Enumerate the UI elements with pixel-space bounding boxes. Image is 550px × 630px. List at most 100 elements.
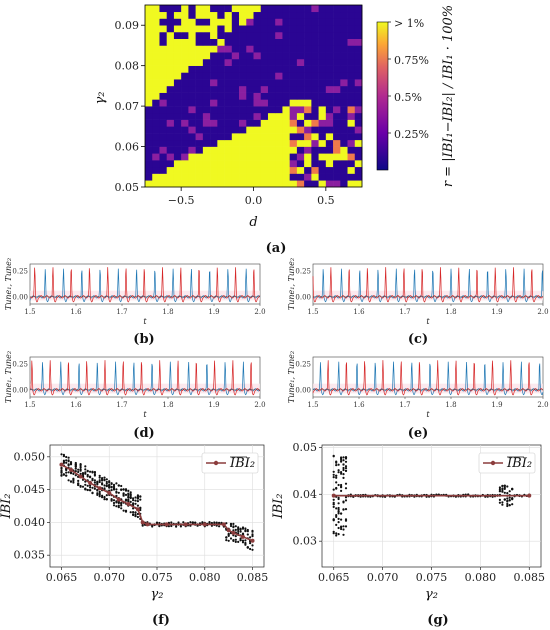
scatter-point: [503, 498, 506, 501]
heatmap-cell: [267, 38, 276, 46]
legend-marker: [490, 460, 496, 466]
heatmap-cell: [246, 166, 254, 174]
scatter-point: [225, 536, 228, 539]
heatmap-cell: [224, 38, 233, 46]
legend-label: IBI₂: [229, 456, 255, 471]
heatmap-cell: [347, 160, 356, 168]
heatmap-cell: [304, 52, 312, 60]
heatmap-cell: [166, 65, 175, 73]
colorbar-tick-label: 0.75%: [394, 54, 429, 67]
heatmap-cell: [239, 160, 247, 168]
heatmap-cell: [166, 5, 175, 13]
heatmap-cell: [145, 72, 153, 80]
heatmap-cell: [231, 160, 240, 168]
heatmap-cell: [347, 106, 356, 114]
x-tick-label: 0.5: [317, 194, 335, 207]
heatmap-cell: [173, 106, 182, 114]
heatmap-cell: [318, 65, 327, 73]
x-tick-label: 1.8: [162, 401, 173, 409]
y-axis-label: γ₂: [93, 92, 108, 105]
heatmap-cell: [239, 65, 247, 73]
scatter-point: [498, 501, 501, 504]
heatmap-cell: [239, 180, 247, 188]
legend-label: IBI₂: [506, 456, 532, 471]
scatter-point: [337, 483, 340, 487]
heatmap-cell: [275, 25, 283, 33]
heatmap-cell: [145, 58, 153, 66]
heatmap-cell: [282, 18, 290, 26]
heatmap-cell: [347, 79, 356, 87]
heatmap-cell: [304, 112, 312, 120]
x-tick-label: 1.5: [24, 308, 35, 316]
heatmap-cell: [347, 99, 356, 107]
heatmap-cell: [181, 31, 189, 39]
heatmap-cell: [325, 139, 334, 147]
heatmap-cell: [325, 58, 334, 66]
scatter-point: [129, 511, 132, 514]
heatmap-cell: [239, 11, 247, 19]
heatmap-cell: [354, 146, 363, 154]
scatter-point: [72, 472, 75, 475]
heatmap-cell: [347, 58, 356, 66]
heatmap-cell: [239, 112, 247, 120]
scatter-point: [175, 525, 178, 528]
heatmap-cell: [173, 166, 182, 174]
scatter-point: [103, 498, 106, 501]
heatmap-cell: [152, 25, 160, 33]
heatmap-cell: [210, 25, 218, 33]
heatmap-cell: [210, 146, 218, 154]
x-axis-label: γ₂: [151, 587, 164, 602]
heatmap-cell: [333, 52, 341, 60]
heatmap-cell: [188, 25, 196, 33]
heatmap-cell: [282, 139, 290, 147]
x-axis-label: t: [426, 410, 430, 419]
heatmap-cell: [260, 11, 269, 19]
heatmap-cell: [239, 72, 247, 80]
scatter-point: [129, 496, 132, 500]
colorbar: > 1% 0.75% 0.5% 0.25% r = |IBI₁−IBI₂| / IBI₁…: [376, 5, 456, 187]
heatmap-cell: [231, 112, 240, 120]
scatter-point: [91, 471, 94, 474]
scatter-point: [506, 492, 509, 495]
heatmap-cell: [202, 173, 211, 181]
heatmap-cell: [318, 79, 327, 87]
mean-marker: [331, 493, 336, 498]
heatmap-cell: [246, 18, 254, 26]
heatmap-cell: [159, 106, 167, 114]
heatmap-cell: [318, 52, 327, 60]
heatmap-cell: [173, 85, 182, 93]
scatter-point: [225, 539, 228, 542]
heatmap-cell: [173, 5, 182, 13]
heatmap-cell: [173, 25, 182, 33]
heatmap-cell: [340, 139, 348, 147]
heatmap-cell: [296, 173, 305, 181]
heatmap-cell: [246, 119, 254, 127]
heatmap-cell: [333, 139, 341, 147]
heatmap-cell: [304, 180, 312, 188]
scatter-point: [136, 504, 139, 507]
scatter-point: [136, 494, 139, 497]
y-tick-label: 0.05: [115, 181, 140, 194]
heatmap-cell: [282, 146, 290, 154]
envelope-band: [30, 383, 260, 394]
heatmap-cell: [195, 166, 204, 174]
scatter-point: [96, 480, 99, 483]
scatter-point: [237, 532, 240, 535]
heatmap-cell: [152, 99, 160, 107]
scatter-point: [134, 499, 137, 502]
heatmap-cell: [210, 58, 218, 66]
heatmap-cell: [181, 106, 189, 114]
panel-label-e: (e): [408, 426, 429, 441]
heatmap-cell: [267, 153, 276, 161]
heatmap-cell: [246, 153, 254, 161]
heatmap-cell: [202, 153, 211, 161]
heatmap-cell: [275, 72, 283, 80]
heatmap-cell: [231, 99, 240, 107]
y-tick-label: 0.25: [295, 361, 311, 369]
heatmap-cell: [202, 58, 211, 66]
x-tick-label: 1.6: [70, 308, 82, 316]
heatmap-cell: [195, 38, 204, 46]
heatmap-cell: [224, 106, 233, 114]
heatmap-cell: [325, 180, 334, 188]
scatter-point: [210, 521, 213, 525]
